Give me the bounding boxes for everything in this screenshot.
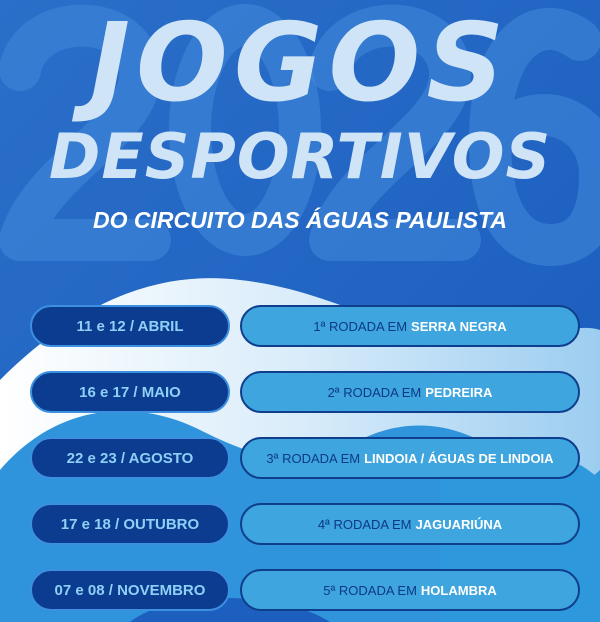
subtitle: DO CIRCUITO DAS ÁGUAS PAULISTA xyxy=(92,207,507,233)
title-desportivos: DESPORTIVOS xyxy=(48,120,552,193)
schedule-row: 16 e 17 / MAIO 2ª RODADA EM PEDREIRA xyxy=(30,371,580,413)
date-pill: 22 e 23 / AGOSTO xyxy=(30,437,230,479)
date-pill: 07 e 08 / NOVEMBRO xyxy=(30,569,230,611)
round-pill: 5ª RODADA EM HOLAMBRA xyxy=(240,569,580,611)
round-label: 4ª RODADA EM xyxy=(317,516,412,532)
date-pill: 17 e 18 / OUTUBRO xyxy=(30,503,230,545)
date-pill: 11 e 12 / ABRIL xyxy=(30,305,230,347)
schedule-row: 11 e 12 / ABRIL 1ª RODADA EM SERRA NEGRA xyxy=(30,305,580,347)
schedule-row: 07 e 08 / NOVEMBRO 5ª RODADA EM HOLAMBRA xyxy=(30,569,580,611)
schedule-row: 22 e 23 / AGOSTO 3ª RODADA EM LINDOIA / Á… xyxy=(30,437,580,479)
schedule-row: 17 e 18 / OUTUBRO 4ª RODADA EM JAGUARIÚNA xyxy=(30,503,580,545)
round-city: PEDREIRA xyxy=(425,384,493,400)
round-pill: 2ª RODADA EM PEDREIRA xyxy=(240,371,580,413)
round-city: LINDOIA / ÁGUAS DE LINDOIA xyxy=(364,450,554,466)
date-pill: 16 e 17 / MAIO xyxy=(30,371,230,413)
round-pill: 1ª RODADA EM SERRA NEGRA xyxy=(240,305,580,347)
round-label: 5ª RODADA EM xyxy=(323,582,417,598)
round-pill: 4ª RODADA EM JAGUARIÚNA xyxy=(240,503,580,545)
round-pill: 3ª RODADA EM LINDOIA / ÁGUAS DE LINDOIA xyxy=(240,437,580,479)
round-label: 2ª RODADA EM xyxy=(327,384,422,400)
round-label: 3ª RODADA EM xyxy=(266,450,361,466)
round-city: SERRA NEGRA xyxy=(411,318,507,334)
title-jogos: JOGOS xyxy=(89,1,511,126)
round-label: 1ª RODADA EM xyxy=(313,318,408,334)
round-city: HOLAMBRA xyxy=(420,582,497,598)
round-city: JAGUARIÚNA xyxy=(415,516,503,532)
background-year-graphic xyxy=(0,4,600,266)
